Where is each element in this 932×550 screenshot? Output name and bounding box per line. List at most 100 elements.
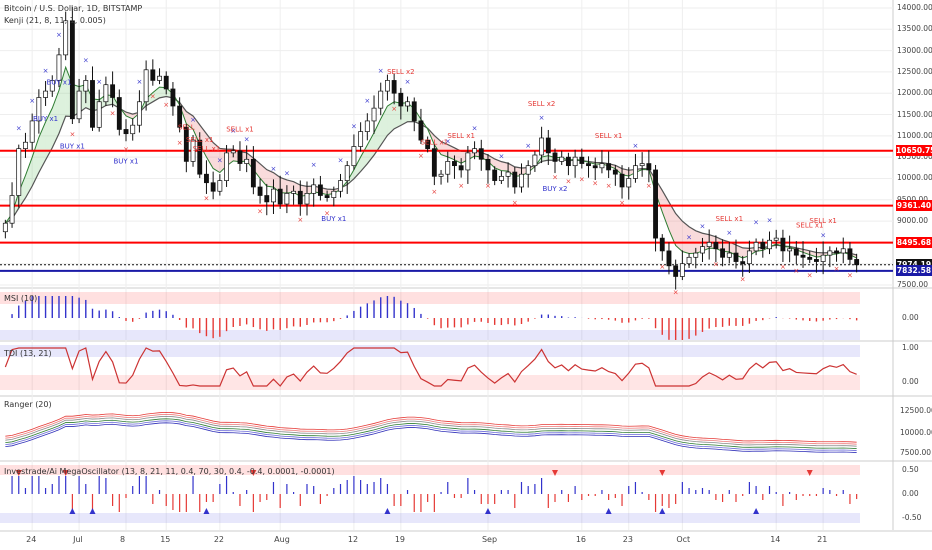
signal-marker: × <box>177 139 183 147</box>
candle-body <box>36 97 42 122</box>
level-price-tag: 7832.58 <box>896 264 932 276</box>
candle-body <box>56 54 62 81</box>
signal-marker: × <box>767 216 773 224</box>
mega-buy-arrow <box>384 508 391 514</box>
candle-body <box>43 90 48 98</box>
price-tick-label: 11000.00 <box>897 130 932 140</box>
candle-body <box>190 139 196 162</box>
signal-marker: × <box>190 116 196 124</box>
signal-label: BUY x1 <box>33 115 58 123</box>
signal-marker: × <box>498 152 504 160</box>
signal-marker: × <box>472 125 478 133</box>
candle-body <box>746 250 752 265</box>
candle-body <box>250 158 256 188</box>
price-tick-label: 9500.00 <box>897 195 928 204</box>
candle-body <box>130 124 136 135</box>
signal-marker: × <box>391 105 397 113</box>
mega-sell-arrow <box>806 470 813 476</box>
signal-marker: × <box>96 78 102 86</box>
signal-label: SELL x2 <box>387 68 415 76</box>
candle-body <box>364 120 370 132</box>
candle-body <box>331 190 337 198</box>
signal-marker: × <box>834 265 840 273</box>
signal-label: BUY x1 <box>60 143 85 151</box>
signal-marker: × <box>204 195 210 203</box>
candle-body <box>840 248 846 254</box>
candle-body <box>438 173 444 177</box>
candle-body <box>29 120 35 143</box>
candle-body <box>700 246 705 254</box>
candle-body <box>16 148 22 196</box>
price-tick-label: 7500.00 <box>897 280 929 289</box>
mega-upper-zone <box>0 465 860 475</box>
signal-marker: × <box>445 138 451 146</box>
price-tick-label: 11500.00 <box>897 109 932 119</box>
candle-body <box>391 80 397 94</box>
panel-tick-label: 0.00 <box>902 489 919 498</box>
signal-marker: × <box>633 142 639 150</box>
candle-body <box>713 242 719 250</box>
signal-marker: × <box>244 135 250 143</box>
candle-body <box>284 193 290 205</box>
candle-body <box>854 259 860 266</box>
price-tick-label: 10000.00 <box>897 173 932 183</box>
candle-body <box>773 237 779 241</box>
signal-marker: × <box>606 182 612 190</box>
cloud-segment <box>367 132 375 164</box>
candle-body <box>143 69 149 103</box>
candle-body <box>445 161 451 175</box>
signal-marker: × <box>780 263 786 271</box>
signal-marker: × <box>847 271 853 279</box>
price-tick-label: 12000.00 <box>897 88 932 98</box>
signal-marker: × <box>311 161 317 169</box>
candle-body <box>793 248 799 256</box>
signal-marker: × <box>512 199 518 207</box>
candle-body <box>210 182 216 192</box>
time-tick-label: Jul <box>73 535 83 544</box>
candle-body <box>83 80 89 92</box>
candle-body <box>733 252 739 262</box>
candle-body <box>405 101 410 107</box>
candle-body <box>2 222 8 233</box>
time-tick-label: 16 <box>575 535 586 544</box>
msi-title: MSI (10) <box>4 294 38 303</box>
panel-tick-label: 12500.00 <box>900 406 932 415</box>
candle-body <box>150 69 156 81</box>
signal-label: SELL x2 <box>528 100 556 108</box>
cloud-segment <box>447 144 455 160</box>
tdi-lower-zone <box>0 375 860 390</box>
candle-body <box>358 131 364 147</box>
tdi-line <box>4 347 857 387</box>
ranger-title: Ranger (20) <box>4 400 52 409</box>
panel-tick-label: 10000.00 <box>900 428 932 437</box>
mega-buy-arrow <box>69 508 76 514</box>
candle-body <box>116 97 122 130</box>
candle-body <box>834 250 839 254</box>
tdi-title: TDI (13, 21) <box>4 349 52 358</box>
candle-body <box>197 139 203 175</box>
signal-label: BUY x2 <box>542 185 567 193</box>
msi-lower-zone <box>0 330 860 340</box>
candle-body <box>324 195 330 198</box>
candle-body <box>277 188 283 205</box>
ranger-band <box>5 414 857 445</box>
candle-body <box>472 148 477 154</box>
mega-buy-arrow <box>203 508 210 514</box>
candle-body <box>740 261 746 265</box>
candle-body <box>264 195 270 203</box>
signal-marker: × <box>378 67 384 75</box>
signal-marker: × <box>807 271 813 279</box>
time-tick-label: 21 <box>817 535 828 544</box>
signal-marker: × <box>659 263 665 271</box>
signal-marker: × <box>646 182 652 190</box>
candle-body <box>237 150 243 164</box>
candle-body <box>90 80 95 128</box>
candle-body <box>800 254 806 258</box>
candle-body <box>49 80 55 92</box>
candle-body <box>297 190 303 205</box>
signal-marker: × <box>740 276 746 284</box>
price-tick-label: 14000.00 <box>897 3 932 12</box>
mega-buy-arrow <box>753 508 760 514</box>
time-tick-label: 14 <box>770 535 781 544</box>
signal-marker: × <box>338 157 344 165</box>
